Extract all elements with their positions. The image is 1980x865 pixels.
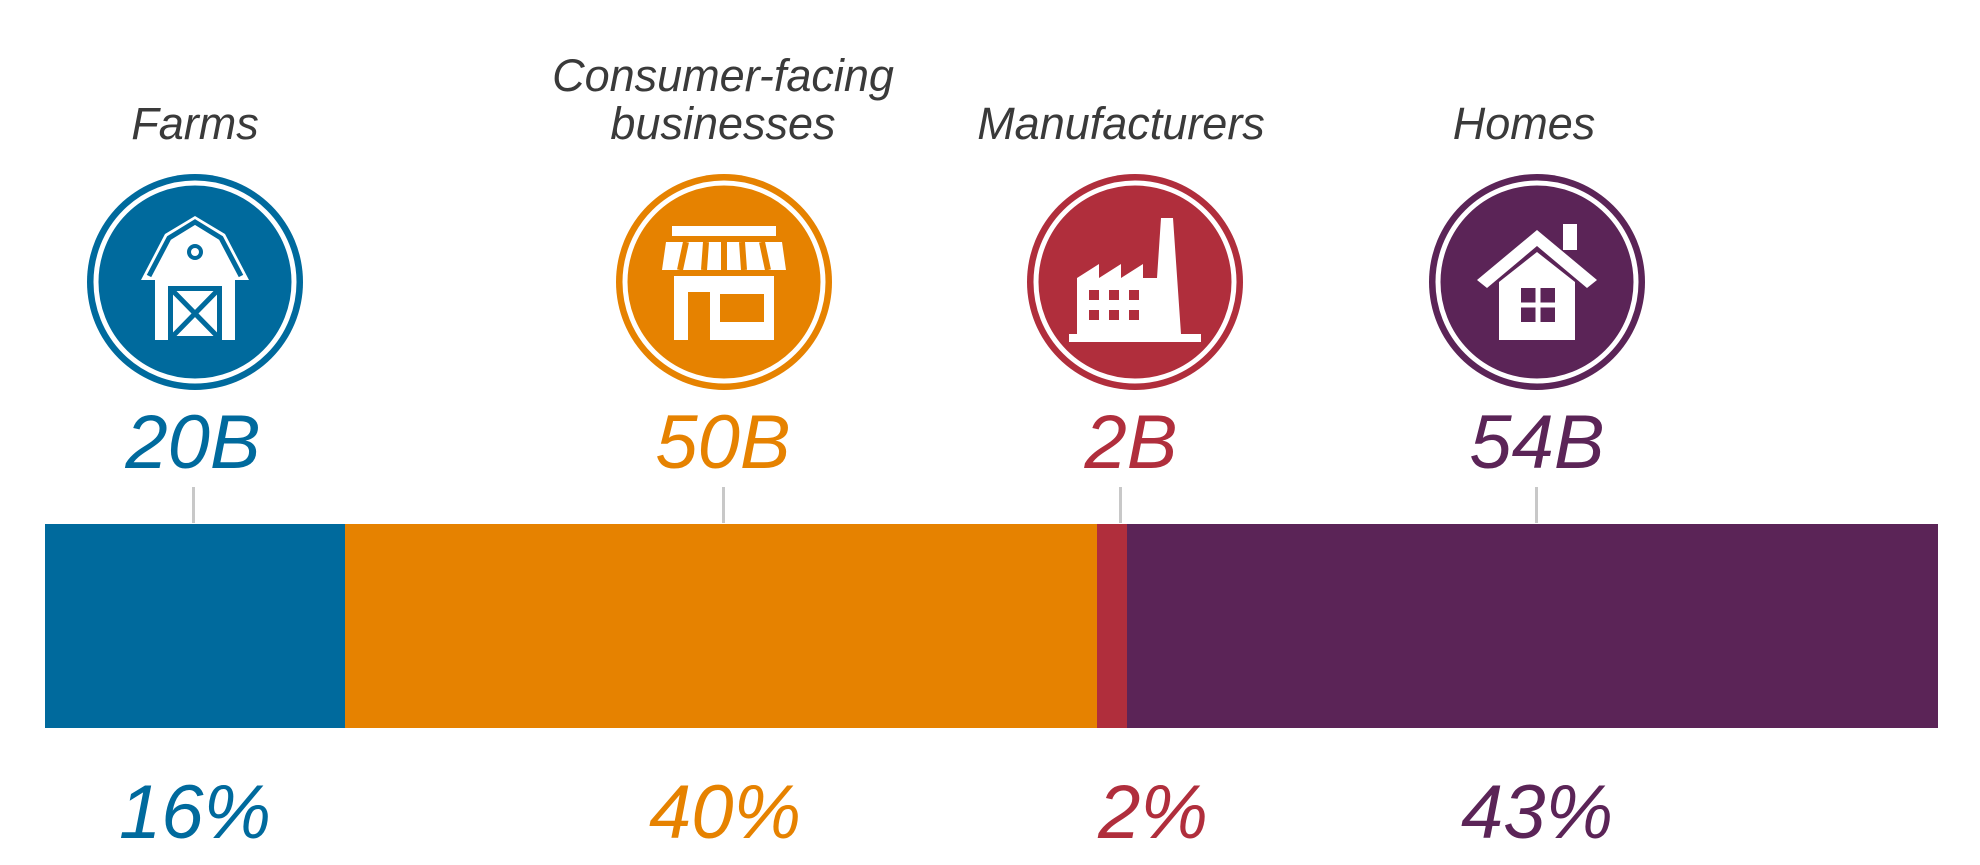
percent-label-consumer-facing-businesses: 40% bbox=[648, 770, 802, 855]
category-label-manufacturers: Manufacturers bbox=[977, 98, 1265, 149]
category-label-consumer-facing-businesses: Consumer-facing businesses bbox=[552, 50, 894, 149]
value-label-consumer-facing-businesses: 50B bbox=[655, 400, 791, 485]
value-label-manufacturers: 2B bbox=[1084, 400, 1178, 485]
percent-label-manufacturers: 2% bbox=[1098, 770, 1208, 855]
bar-segment-consumer-facing-businesses bbox=[345, 524, 1098, 728]
barn-icon bbox=[87, 174, 303, 390]
storefront-icon bbox=[616, 174, 832, 390]
factory-icon bbox=[1027, 174, 1243, 390]
category-label-homes: Homes bbox=[1452, 98, 1596, 149]
tick-manufacturers bbox=[1119, 487, 1122, 523]
value-label-homes: 54B bbox=[1469, 400, 1605, 485]
tick-homes bbox=[1535, 487, 1538, 523]
tick-consumer-facing-businesses bbox=[722, 487, 725, 523]
bar-segment-manufacturers bbox=[1096, 524, 1128, 728]
bar-segment-farms bbox=[45, 524, 346, 728]
bar-segment-homes bbox=[1126, 524, 1939, 728]
tick-farms bbox=[192, 487, 195, 523]
percent-label-farms: 16% bbox=[118, 770, 272, 855]
percent-label-homes: 43% bbox=[1460, 770, 1614, 855]
value-label-farms: 20B bbox=[125, 400, 261, 485]
category-label-farms: Farms bbox=[131, 98, 259, 149]
house-icon bbox=[1429, 174, 1645, 390]
